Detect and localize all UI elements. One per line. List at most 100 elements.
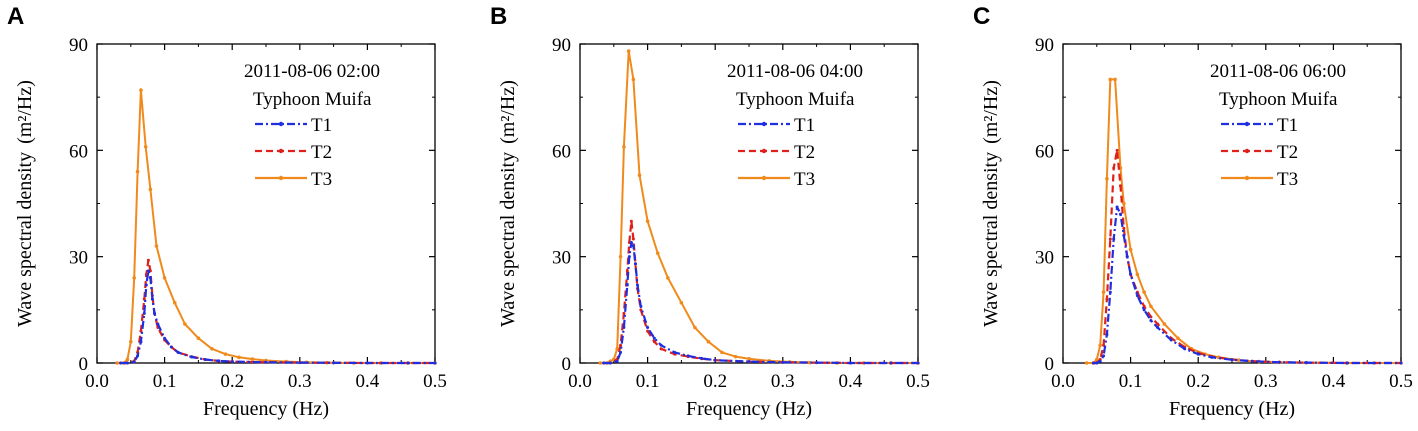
data-point-t1 [142,311,146,315]
data-point-t1 [125,361,129,365]
data-point-t2 [629,219,633,223]
legend-marker-t2 [761,148,767,154]
x-tick-label: 0.3 [288,371,312,392]
data-point-t1 [1098,359,1102,363]
data-point-t1 [625,283,629,287]
legend-marker-t3 [1244,175,1250,181]
x-tick-label: 0.4 [1322,371,1346,392]
data-point-t2 [659,347,663,351]
legend-label-t1: T1 [794,115,815,136]
data-point-t3 [154,244,159,248]
data-point-t3 [706,339,711,344]
series-line-t3 [117,89,435,364]
y-axis-label-unit: (m²/Hz) [14,80,36,144]
data-point-t3 [1122,201,1126,206]
data-point-t1 [150,297,154,301]
data-point-t3 [666,276,670,280]
data-point-t1 [1149,318,1153,322]
data-point-t1 [1304,361,1308,365]
data-point-t1 [119,361,123,365]
data-point-t1 [190,355,194,359]
legend-label-t2: T2 [1277,142,1298,163]
data-point-t1 [163,336,167,340]
data-point-t3 [631,77,636,82]
panel-c: C 0.0 0.1 0.2 0.3 0.4 0.5 0 30 60 90 Frequency (Hz)… [973,3,1413,420]
data-point-t1 [139,340,143,344]
data-point-t3 [693,325,697,330]
data-point-t3 [237,355,241,360]
data-point-t3 [598,361,603,365]
data-point-t1 [332,361,336,365]
y-tick-label: 60 [69,141,88,162]
data-point-t1 [815,361,819,365]
data-point-t3 [250,357,255,361]
panel-b: B 0.0 0.1 0.2 0.3 0.4 0.5 0 30 60 90 Frequency (Hz)… [490,3,930,420]
annotation-date: 2011-08-06 02:00 [244,61,380,82]
y-tick-label: 30 [552,248,571,269]
x-tick-label: 0.1 [153,371,177,392]
data-point-t2 [142,297,146,301]
y-axis-label: Wave spectral density (m²/Hz) [980,80,1002,327]
data-point-t1 [1108,290,1112,294]
data-point-t3 [1113,77,1117,82]
data-point-t1 [1135,294,1139,298]
data-point-t1 [433,361,437,365]
data-point-t1 [639,304,643,308]
data-point-t1 [156,322,160,326]
y-tick-label: 90 [552,35,571,56]
data-point-t1 [1169,338,1173,342]
data-point-t2 [1118,184,1122,188]
annotation-date: 2011-08-06 06:00 [1210,61,1346,82]
data-point-t2 [1112,166,1116,170]
data-point-t2 [146,258,150,262]
data-point-t1 [700,356,704,360]
x-tick-label: 0.0 [568,371,592,392]
y-tick-label: 90 [69,35,88,56]
data-point-t1 [1105,333,1109,337]
data-point-t2 [639,308,643,312]
data-point-t3 [115,361,120,365]
data-point-t3 [1084,361,1089,365]
data-point-t1 [652,336,656,340]
series-line-t2 [120,259,435,365]
data-point-t1 [635,283,639,287]
y-tick-label: 60 [552,141,571,162]
data-point-t1 [646,326,650,330]
data-point-t3 [1142,290,1146,294]
panel-a: A 0.0 0.1 0.2 0.3 0.4 0.5 0 30 60 90 Frequency (Hz)… [7,3,447,420]
data-point-t1 [1125,255,1129,259]
x-tick-label: 0.0 [85,371,109,392]
x-axis-label: Frequency (Hz) [203,398,329,420]
data-point-t3 [1149,304,1153,309]
data-point-t1 [217,359,221,363]
data-point-t3 [655,251,660,255]
data-point-t1 [848,361,852,365]
data-point-t1 [1095,361,1099,365]
data-point-t2 [619,343,623,347]
data-point-t2 [622,311,626,315]
data-point-t1 [1091,361,1095,365]
x-tick-label: 0.5 [423,371,447,392]
legend-marker-t3 [761,175,767,181]
legend-label-t3: T3 [311,169,332,190]
y-tick-label: 30 [69,248,88,269]
data-point-t1 [627,255,631,259]
data-point-t1 [1118,212,1122,216]
data-point-t2 [1156,322,1160,326]
data-point-t3 [1105,176,1109,181]
data-point-t3 [1236,358,1241,362]
annotation-date: 2011-08-06 04:00 [727,61,863,82]
legend-marker-t1 [1244,121,1250,127]
x-tick-label: 0.5 [1389,371,1413,392]
data-point-t1 [1102,354,1106,358]
data-point-t3 [1095,357,1099,362]
data-point-t1 [148,276,152,280]
legend-marker-t3 [278,175,284,181]
data-point-t1 [631,244,635,248]
data-point-t3 [210,347,214,351]
y-axis-label-text: Wave spectral density [980,152,1002,327]
data-point-t3 [139,88,143,92]
data-point-t1 [169,345,173,349]
data-point-t3 [135,169,140,174]
data-point-t3 [1098,343,1102,348]
